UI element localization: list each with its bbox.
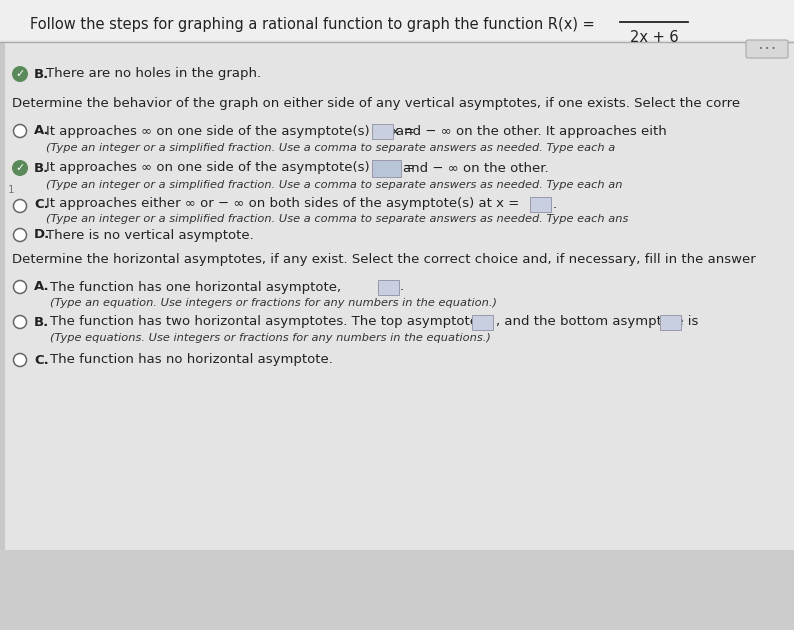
- Text: ✓: ✓: [15, 69, 25, 79]
- Circle shape: [13, 125, 26, 137]
- Text: It approaches ∞ on one side of the asymptote(s) at x =: It approaches ∞ on one side of the asymp…: [46, 161, 414, 175]
- Circle shape: [12, 160, 28, 176]
- Circle shape: [12, 66, 28, 82]
- Text: Follow the steps for graphing a rational function to graph the function R(x) =: Follow the steps for graphing a rational…: [30, 16, 599, 32]
- Circle shape: [13, 200, 26, 212]
- FancyBboxPatch shape: [377, 280, 399, 294]
- Text: .: .: [400, 280, 404, 294]
- FancyBboxPatch shape: [0, 550, 794, 630]
- FancyBboxPatch shape: [530, 197, 550, 212]
- Text: (Type an integer or a simplified fraction. Use a comma to separate answers as ne: (Type an integer or a simplified fractio…: [46, 143, 615, 153]
- Circle shape: [13, 353, 26, 367]
- Text: D.: D.: [34, 229, 50, 241]
- Text: (Type an integer or a simplified fraction. Use a comma to separate answers as ne: (Type an integer or a simplified fractio…: [46, 214, 628, 224]
- Text: C.: C.: [34, 353, 48, 367]
- Text: -3: -3: [379, 161, 394, 175]
- Text: Determine the behavior of the graph on either side of any vertical asymptotes, i: Determine the behavior of the graph on e…: [12, 96, 740, 110]
- FancyBboxPatch shape: [0, 42, 5, 550]
- Text: B.: B.: [34, 161, 49, 175]
- Text: .: .: [553, 197, 557, 210]
- Text: (Type equations. Use integers or fractions for any numbers in the equations.): (Type equations. Use integers or fractio…: [50, 333, 491, 343]
- Text: A.: A.: [34, 125, 49, 137]
- Text: B.: B.: [34, 67, 49, 81]
- Text: , and the bottom asymptote is: , and the bottom asymptote is: [496, 316, 699, 328]
- Text: The function has one horizontal asymptote,: The function has one horizontal asymptot…: [50, 280, 341, 294]
- Text: C.: C.: [34, 197, 48, 210]
- Text: The function has two horizontal asymptotes. The top asymptote is: The function has two horizontal asymptot…: [50, 316, 493, 328]
- Text: There is no vertical asymptote.: There is no vertical asymptote.: [46, 229, 254, 241]
- FancyBboxPatch shape: [372, 123, 392, 139]
- Text: (Type an integer or a simplified fraction. Use a comma to separate answers as ne: (Type an integer or a simplified fractio…: [46, 180, 622, 190]
- Circle shape: [13, 316, 26, 328]
- Text: It approaches ∞ on one side of the asymptote(s) at x =: It approaches ∞ on one side of the asymp…: [46, 125, 414, 137]
- Text: The function has no horizontal asymptote.: The function has no horizontal asymptote…: [50, 353, 333, 367]
- Text: 2x + 6: 2x + 6: [630, 30, 678, 45]
- Text: Determine the horizontal asymptotes, if any exist. Select the correct choice and: Determine the horizontal asymptotes, if …: [12, 253, 756, 266]
- FancyBboxPatch shape: [660, 314, 680, 329]
- Circle shape: [13, 280, 26, 294]
- FancyBboxPatch shape: [0, 0, 794, 40]
- FancyBboxPatch shape: [472, 314, 492, 329]
- Text: and − ∞ on the other.: and − ∞ on the other.: [403, 161, 549, 175]
- Text: 1: 1: [8, 185, 14, 195]
- FancyBboxPatch shape: [0, 42, 794, 550]
- Text: (Type an equation. Use integers or fractions for any numbers in the equation.): (Type an equation. Use integers or fract…: [50, 298, 497, 308]
- Text: B.: B.: [34, 316, 49, 328]
- Text: It approaches either ∞ or − ∞ on both sides of the asymptote(s) at x =: It approaches either ∞ or − ∞ on both si…: [46, 197, 519, 210]
- Text: • • •: • • •: [759, 46, 775, 52]
- FancyBboxPatch shape: [746, 40, 788, 58]
- Text: ✓: ✓: [15, 163, 25, 173]
- Circle shape: [13, 229, 26, 241]
- Text: and − ∞ on the other. It approaches eith: and − ∞ on the other. It approaches eith: [396, 125, 667, 137]
- Text: There are no holes in the graph.: There are no holes in the graph.: [46, 67, 261, 81]
- FancyBboxPatch shape: [372, 159, 400, 176]
- Text: A.: A.: [34, 280, 49, 294]
